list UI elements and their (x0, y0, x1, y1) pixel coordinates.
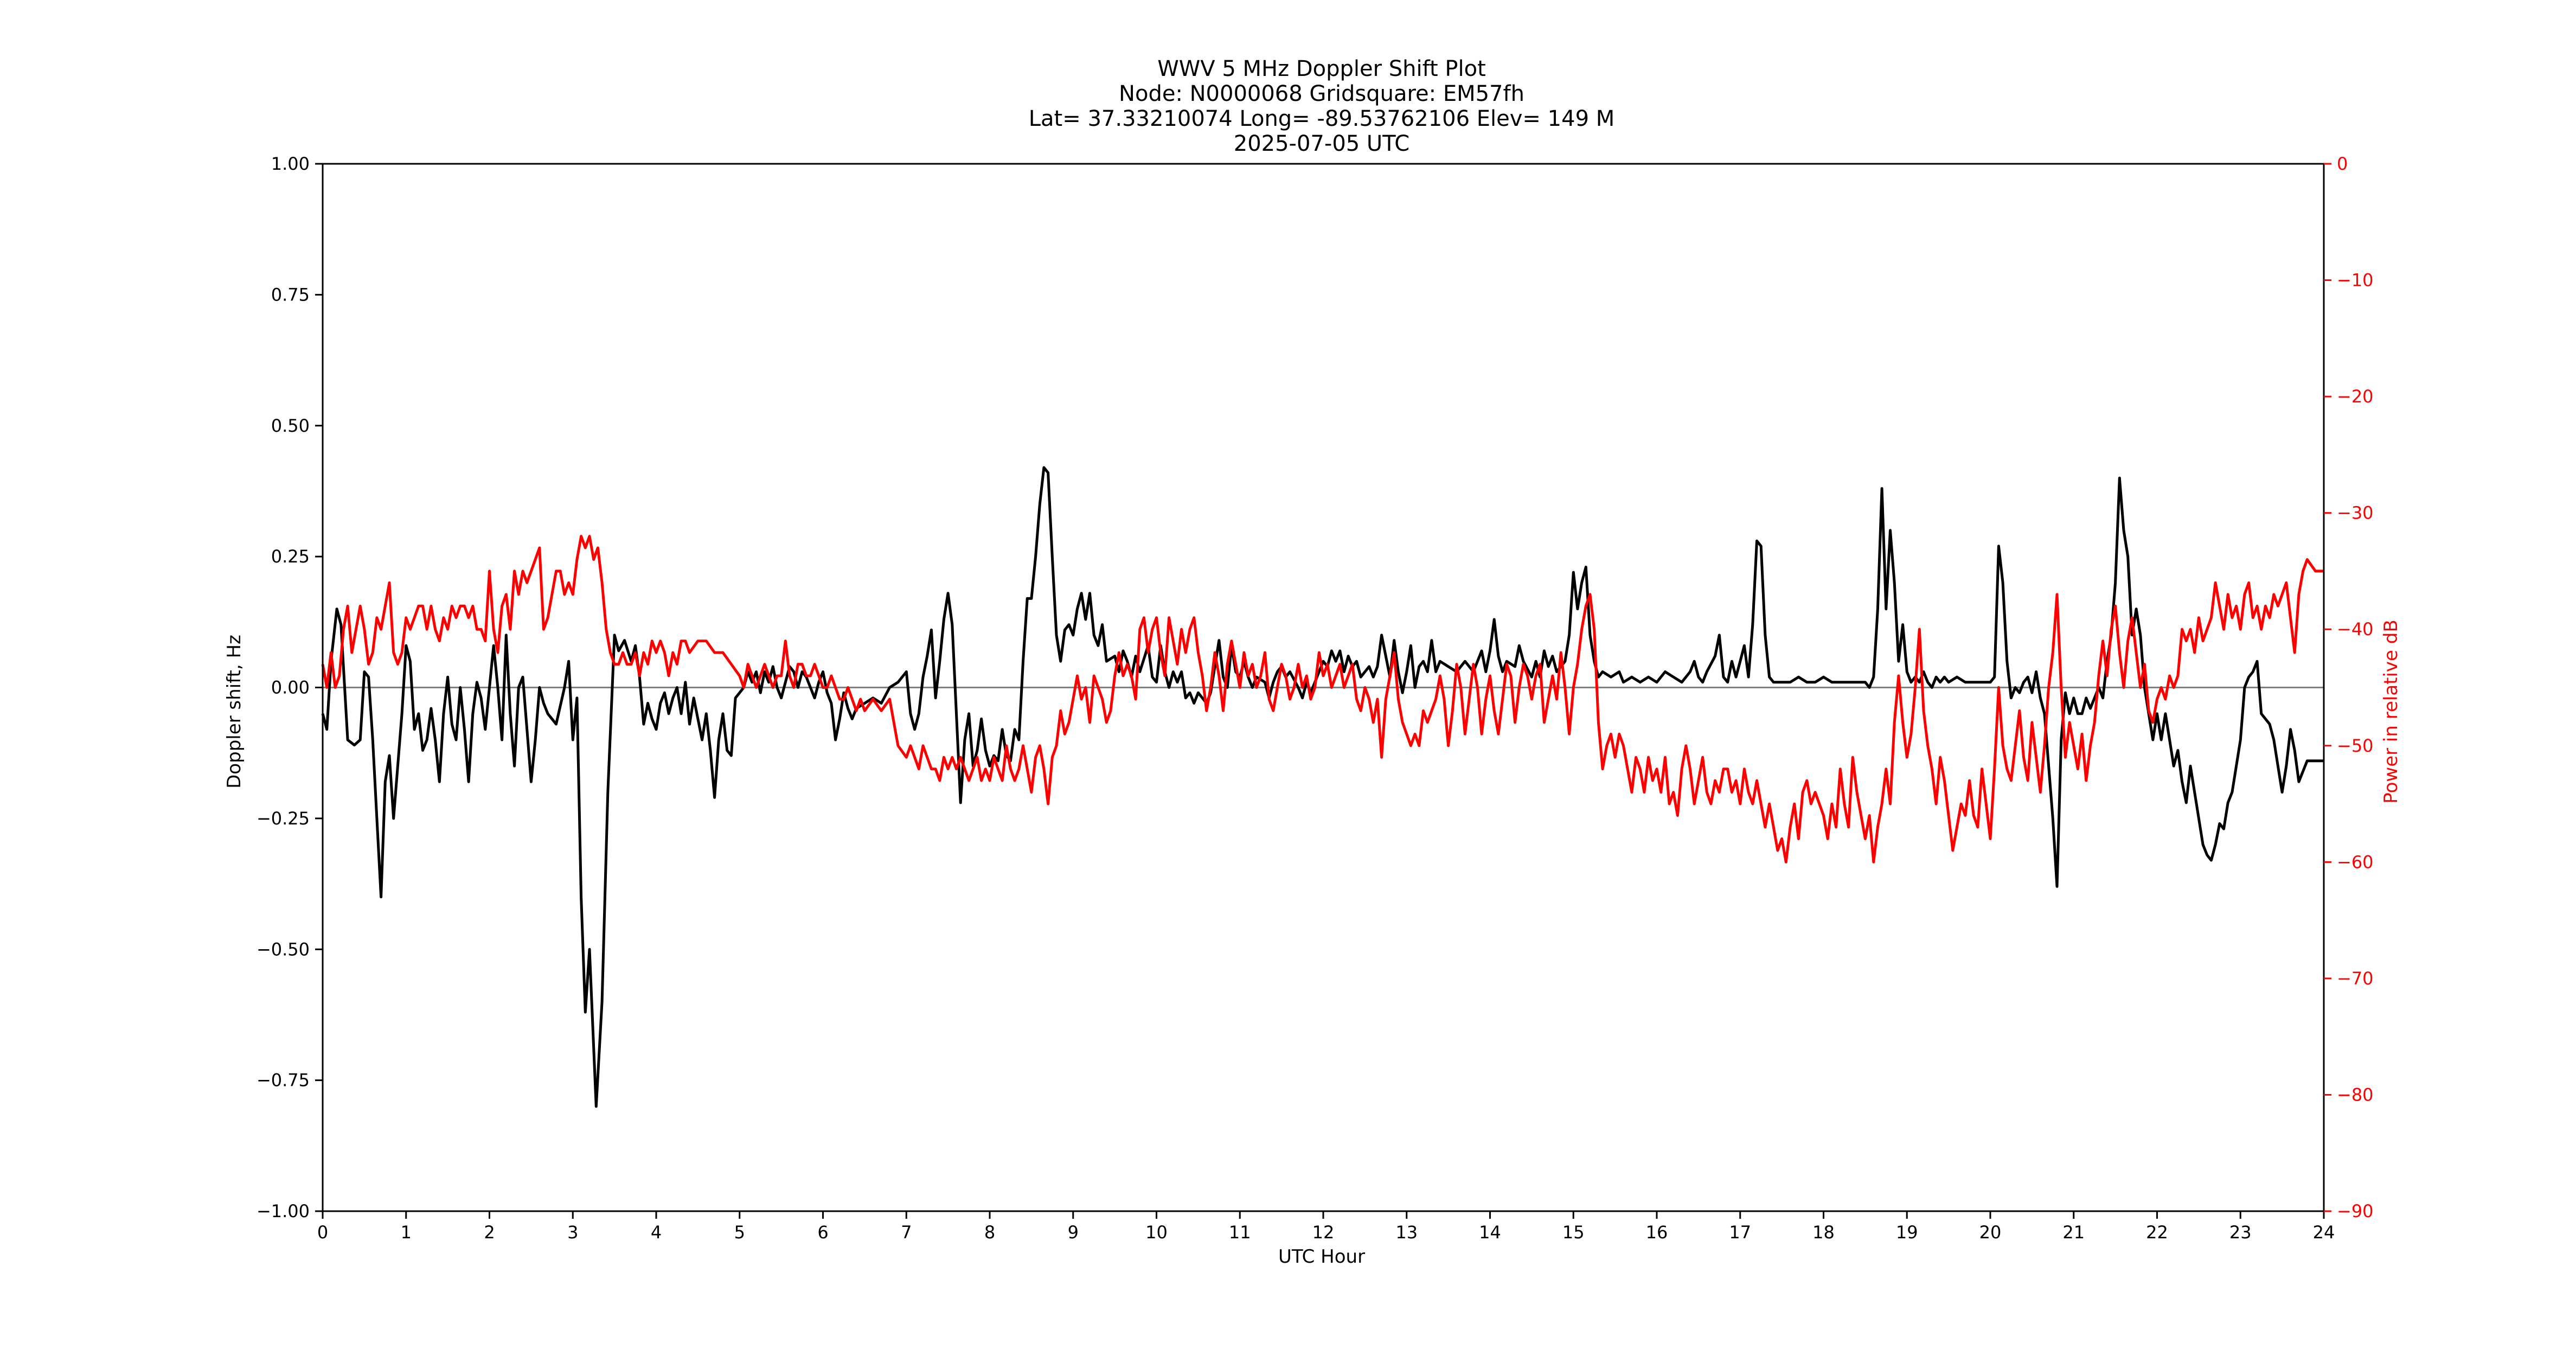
x-tick-label: 23 (2229, 1222, 2252, 1243)
y-left-tick-label: 0.75 (271, 284, 310, 305)
x-tick-label: 1 (401, 1222, 412, 1243)
y-axis-label-right: Power in relative dB (2380, 619, 2402, 803)
y-right-tick-label: 0 (2337, 153, 2348, 174)
x-tick-label: 15 (1562, 1222, 1585, 1243)
title-line-2: Node: N0000068 Gridsquare: EM57fh (1119, 81, 1524, 106)
x-tick-label: 2 (484, 1222, 495, 1243)
x-tick-label: 3 (567, 1222, 578, 1243)
x-tick-label: 24 (2313, 1222, 2335, 1243)
y-left-tick-label: −0.75 (257, 1070, 310, 1091)
y-left-tick-label: 1.00 (271, 153, 310, 174)
x-tick-label: 13 (1395, 1222, 1418, 1243)
x-tick-label: 6 (817, 1222, 828, 1243)
y-right-tick-label: −50 (2337, 735, 2374, 756)
y-axis-label-left: Doppler shift, Hz (223, 635, 245, 789)
x-axis-label: UTC Hour (1278, 1246, 1365, 1268)
y-right-tick-label: −90 (2337, 1201, 2374, 1221)
title-line-4: 2025-07-05 UTC (1234, 131, 1409, 156)
plot-area (321, 466, 2324, 1108)
x-tick-label: 5 (734, 1222, 745, 1243)
y-right-tick-label: −60 (2337, 852, 2374, 872)
y-right-tick-label: −80 (2337, 1084, 2374, 1105)
x-tick-label: 4 (651, 1222, 662, 1243)
x-tick-label: 17 (1729, 1222, 1751, 1243)
x-tick-label: 8 (984, 1222, 995, 1243)
x-tick-label: 14 (1479, 1222, 1501, 1243)
y-right-tick-label: −70 (2337, 968, 2374, 989)
x-tick-label: 16 (1646, 1222, 1668, 1243)
y-left-tick-label: 0.00 (271, 677, 310, 698)
x-tick-label: 21 (2062, 1222, 2085, 1243)
y-right-tick-label: −20 (2337, 386, 2374, 407)
title-line-3: Lat= 37.33210074 Long= -89.53762106 Elev… (1029, 106, 1615, 131)
x-tick-label: 22 (2146, 1222, 2168, 1243)
y-left-tick-label: 0.25 (271, 546, 310, 567)
power-series-line (321, 535, 2324, 864)
axes: 0 1 2 3 4 5 6 7 8 9 10 11 12 13 14 15 16 17 18 19 20 21 22 23 24… (257, 153, 2374, 1243)
x-tick-label: 9 (1068, 1222, 1079, 1243)
x-tick-label: 12 (1312, 1222, 1335, 1243)
x-tick-label: 20 (1979, 1222, 2002, 1243)
y-left-tick-label: −0.50 (257, 939, 310, 960)
x-tick-label: 7 (901, 1222, 912, 1243)
x-tick-label: 11 (1229, 1222, 1251, 1243)
y-right-tick-label: −40 (2337, 619, 2374, 639)
y-left-tick-label: −1.00 (257, 1201, 310, 1221)
y-left-tick-label: −0.25 (257, 808, 310, 829)
y-right-tick-label: −10 (2337, 270, 2374, 291)
x-tick-label: 10 (1145, 1222, 1168, 1243)
x-tick-label: 19 (1896, 1222, 1918, 1243)
y-right-tick-label: −30 (2337, 503, 2374, 523)
x-tick-label: 0 (317, 1222, 328, 1243)
x-tick-label: 18 (1812, 1222, 1835, 1243)
title-line-1: WWV 5 MHz Doppler Shift Plot (1157, 56, 1486, 81)
y-left-tick-label: 0.50 (271, 415, 310, 436)
